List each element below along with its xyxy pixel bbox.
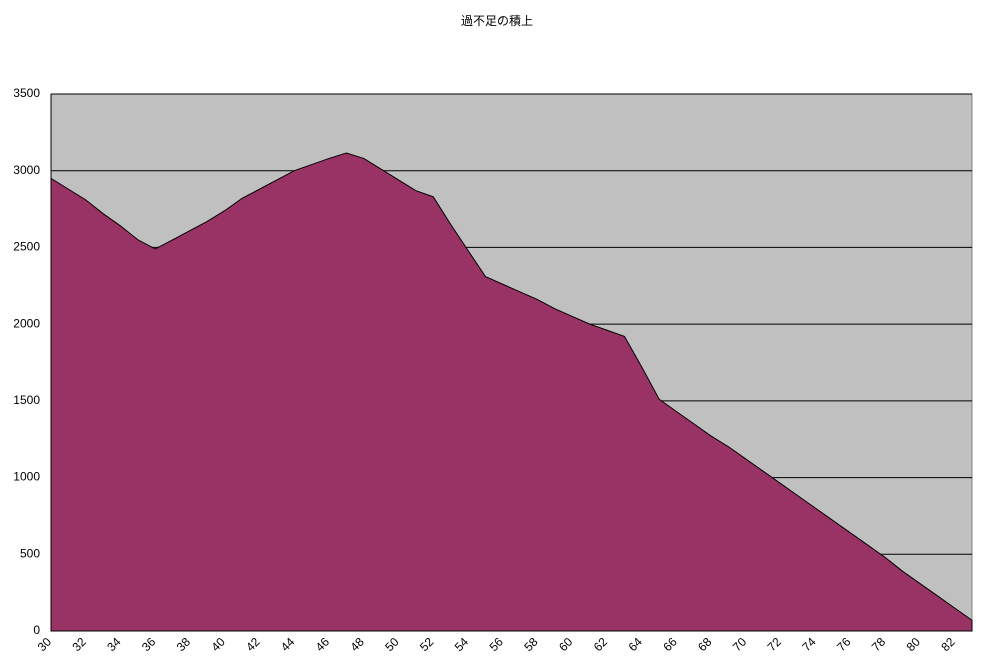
x-tick-label: 36	[139, 635, 159, 655]
x-tick-label: 68	[695, 635, 715, 655]
x-tick-label: 80	[904, 635, 924, 655]
x-tick-label: 32	[69, 635, 89, 655]
x-tick-label: 50	[382, 635, 402, 655]
y-tick-label: 0	[33, 623, 40, 637]
x-tick-label: 42	[243, 635, 263, 655]
x-tick-label: 64	[626, 635, 646, 655]
x-tick-label: 82	[938, 635, 958, 655]
x-tick-label: 38	[174, 635, 194, 655]
y-tick-label: 500	[20, 546, 40, 560]
x-tick-label: 52	[417, 635, 437, 655]
chart-title: 過不足の積上	[461, 13, 533, 28]
x-tick-label: 74	[799, 635, 819, 655]
x-tick-label: 70	[730, 635, 750, 655]
x-tick-label: 34	[104, 635, 124, 655]
y-tick-label: 1500	[13, 393, 40, 407]
x-tick-label: 56	[487, 635, 507, 655]
x-tick-label: 40	[209, 635, 229, 655]
y-tick-label: 2000	[13, 316, 40, 330]
x-tick-label: 66	[660, 635, 680, 655]
x-tick-label: 62	[591, 635, 611, 655]
y-tick-label: 1000	[13, 470, 40, 484]
x-tick-label: 44	[278, 635, 298, 655]
x-tick-label: 60	[556, 635, 576, 655]
y-tick-label: 2500	[13, 240, 40, 254]
x-tick-label: 54	[452, 635, 472, 655]
x-tick-label: 46	[313, 635, 333, 655]
x-tick-label: 48	[348, 635, 368, 655]
x-tick-label: 72	[765, 635, 785, 655]
y-tick-label: 3500	[13, 86, 40, 100]
x-tick-label: 58	[521, 635, 541, 655]
area	[50, 152, 973, 632]
x-tick-label: 76	[834, 635, 854, 655]
y-tick-label: 3000	[13, 163, 40, 177]
x-tick-label: 30	[35, 635, 55, 655]
x-tick-label: 78	[869, 635, 889, 655]
